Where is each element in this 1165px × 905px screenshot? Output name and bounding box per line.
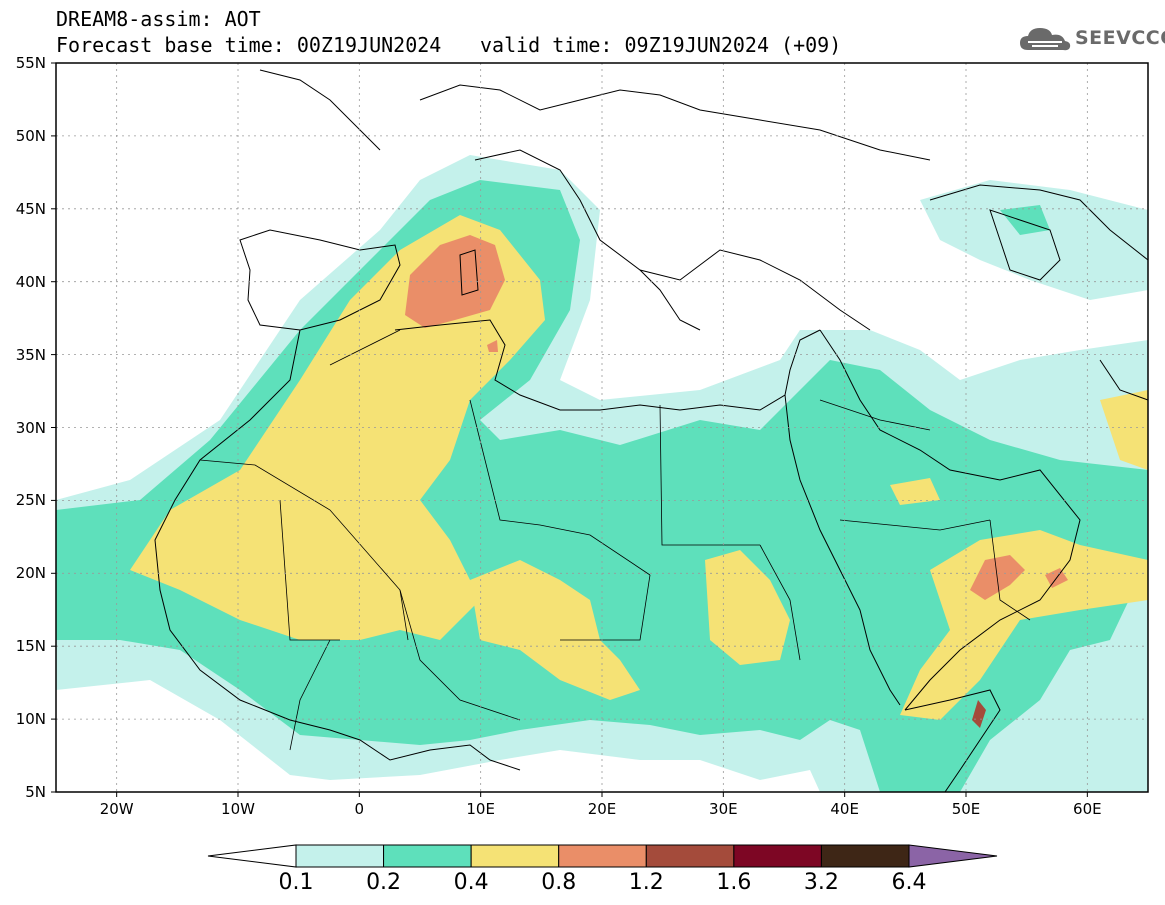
logo-text: SEEVCCC [1075,27,1165,49]
aot-region-0.2-caspian [1000,205,1050,235]
lon-label: 40E [830,800,859,818]
colorbar-arrow-high [908,844,998,868]
lat-label: 25N [15,491,46,510]
aot-region-0.4-arabia-north [890,478,940,505]
lon-label: 60E [1073,800,1102,818]
cloud-icon [1020,28,1071,51]
aot-region-1.2-somalia [972,700,986,728]
forecast-base-time: Forecast base time: 00Z19JUN2024 [56,33,442,57]
aot-region-0.8-tunisia [487,340,498,352]
colorbar-arrow-low [207,844,297,868]
colorbar-label: 6.4 [891,870,927,895]
lat-label: 30N [15,418,46,437]
lat-label: 55N [15,54,46,72]
colorbar-label: 0.4 [453,870,489,895]
colorbar-swatch [558,844,647,868]
lon-label: 10E [466,800,495,818]
aot-region-0.4-gulf [1100,390,1148,470]
colorbar-swatch [733,844,822,868]
colorbar-label: 1.6 [716,870,752,895]
aot-region-0.4-sahel [470,560,640,700]
colorbar-swatch [820,844,910,868]
lat-label: 40N [15,272,46,291]
lat-label: 45N [15,199,46,218]
lat-label: 15N [15,637,46,656]
colorbar-label: 0.2 [366,870,402,895]
colorbar-swatch [383,844,472,868]
aot-region-0.1-caspian [920,180,1148,300]
gridlines [56,63,1148,792]
lat-label: 50N [15,126,46,145]
colorbar-label: 1.2 [628,870,664,895]
colorbar-label: 0.1 [278,870,314,895]
borders [199,329,1031,751]
lat-label: 10N [15,710,46,729]
aot-region-0.4-sudan [705,550,790,665]
colorbar-swatch [645,844,735,868]
lon-label: 20W [99,800,134,818]
aot-field [56,155,1148,792]
valid-time: valid time: 09Z19JUN2024 (+09) [480,33,842,57]
aot-region-0.8-tyrrhenian [405,235,505,328]
coastlines [154,69,1148,792]
lon-label: 30E [709,800,738,818]
aot-region-0.4-arabia [900,530,1148,720]
colorbar-label: 0.8 [541,870,577,895]
lon-label: 50E [951,800,981,818]
colorbar-swatch [470,844,560,868]
lon-label: 0 [354,800,365,818]
lon-label: 10W [221,800,255,818]
lat-label: 20N [15,564,46,583]
colorbar-label: 3.2 [803,870,839,895]
colorbar-swatch [295,844,385,868]
map-title: DREAM8-assim: AOT [56,7,261,31]
lon-label: 20E [587,800,617,818]
lat-label: 35N [15,345,46,364]
lat-label: 5N [25,783,46,801]
seevccc-logo: SEEVCCC [1018,22,1165,56]
